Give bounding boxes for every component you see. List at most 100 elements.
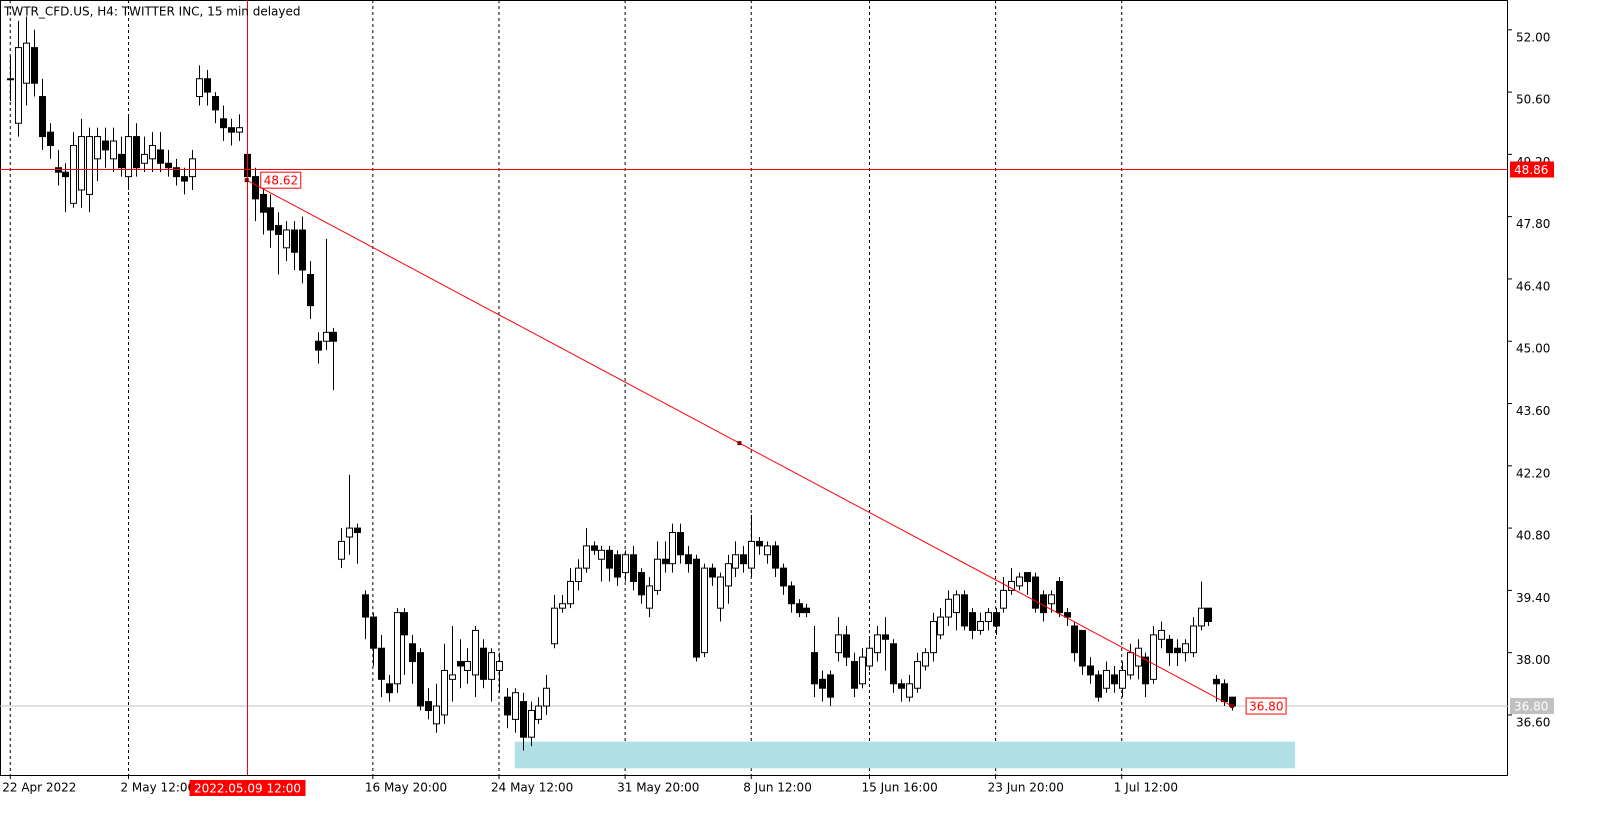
candle-body bbox=[709, 567, 716, 578]
candle-body bbox=[851, 661, 858, 689]
candle-body bbox=[307, 273, 314, 307]
candle-body bbox=[189, 158, 196, 178]
candle-body bbox=[1111, 674, 1118, 685]
candle-body bbox=[204, 78, 211, 93]
candle-body bbox=[1190, 625, 1197, 654]
candle-body bbox=[1016, 576, 1023, 587]
candle-body bbox=[598, 549, 605, 560]
candle-body bbox=[394, 612, 401, 685]
y-tick-label: 52.00 bbox=[1516, 30, 1550, 44]
candle-body bbox=[819, 678, 826, 689]
candle-body bbox=[520, 701, 527, 738]
candle-body bbox=[1071, 625, 1078, 654]
last-price-label-box bbox=[1510, 698, 1554, 715]
candle-body bbox=[1103, 669, 1110, 689]
candle-body bbox=[165, 162, 172, 169]
candle-body bbox=[677, 532, 684, 556]
trend-handle bbox=[244, 178, 249, 183]
chart-title: TWTR_CFD.US, H4: TWITTER INC, 15 min del… bbox=[3, 5, 301, 19]
candle-body bbox=[882, 634, 889, 640]
y-tick-label: 46.40 bbox=[1516, 279, 1550, 293]
candle-body bbox=[449, 674, 456, 680]
candle-body bbox=[591, 545, 598, 551]
candle-body bbox=[354, 527, 361, 534]
candle-body bbox=[1213, 678, 1220, 685]
candle-body bbox=[969, 612, 976, 631]
candle-body bbox=[362, 594, 369, 618]
candle-body bbox=[945, 598, 952, 618]
candle-body bbox=[827, 674, 834, 698]
trend-label-box bbox=[1245, 697, 1287, 715]
candle-body bbox=[898, 683, 905, 689]
candle-body bbox=[23, 42, 30, 84]
candle-body bbox=[985, 612, 992, 623]
candle-body bbox=[228, 127, 235, 133]
candle-body bbox=[488, 652, 495, 680]
candle-body bbox=[906, 683, 913, 698]
candle-body bbox=[725, 563, 732, 587]
candle-body bbox=[890, 643, 897, 685]
candle-body bbox=[662, 558, 669, 565]
candle-body bbox=[181, 176, 188, 182]
candle-body bbox=[866, 647, 873, 667]
candle-body bbox=[575, 567, 582, 582]
candle-body bbox=[732, 554, 739, 569]
candle-body bbox=[1182, 643, 1189, 654]
candle-body bbox=[1166, 638, 1173, 654]
candle-body bbox=[543, 687, 550, 707]
y-tick-label: 45.00 bbox=[1516, 342, 1550, 356]
candle-body bbox=[78, 136, 85, 191]
candle-body bbox=[1127, 652, 1134, 676]
candle-body bbox=[512, 692, 519, 720]
candle-body bbox=[796, 603, 803, 614]
candle-body bbox=[811, 652, 818, 685]
candle-body bbox=[646, 585, 653, 609]
candle-body bbox=[922, 652, 929, 667]
candle-body bbox=[70, 144, 77, 204]
candle-body bbox=[701, 567, 708, 654]
candle-body bbox=[1174, 647, 1181, 654]
candle-body bbox=[1095, 674, 1102, 698]
candle-body bbox=[669, 532, 676, 565]
candle-body bbox=[212, 96, 219, 111]
candle-body bbox=[346, 527, 353, 538]
candle-body bbox=[196, 78, 203, 98]
x-tick-label: 23 Jun 20:00 bbox=[988, 781, 1064, 795]
candle-body bbox=[1056, 580, 1063, 614]
candle-body bbox=[622, 554, 629, 574]
y-tick-label: 42.20 bbox=[1516, 466, 1550, 480]
candle-body bbox=[859, 656, 866, 685]
candle-body bbox=[315, 340, 322, 351]
candle-body bbox=[638, 572, 645, 596]
candle-body bbox=[15, 47, 22, 124]
candle-body bbox=[157, 149, 164, 164]
x-tick-label: 8 Jun 12:00 bbox=[743, 781, 812, 795]
candle-body bbox=[1135, 647, 1142, 667]
candle-body bbox=[323, 331, 330, 342]
last-price-label: 36.80 bbox=[1514, 700, 1548, 714]
hline-label-box bbox=[1510, 161, 1554, 178]
x-tick-label: 22 Apr 2022 bbox=[2, 781, 76, 795]
candle-body bbox=[149, 144, 156, 160]
candle-body bbox=[528, 709, 535, 738]
candle-body bbox=[496, 661, 503, 671]
y-tick-label: 40.80 bbox=[1516, 529, 1550, 543]
candle-body bbox=[417, 652, 424, 707]
candle-body bbox=[291, 229, 298, 253]
candle-body bbox=[1032, 576, 1039, 609]
candle-body bbox=[275, 225, 282, 235]
candle-body bbox=[1198, 607, 1205, 627]
candle-body bbox=[386, 683, 393, 694]
candle-body bbox=[583, 545, 590, 569]
candle-body bbox=[7, 78, 14, 81]
candle-body bbox=[110, 140, 117, 160]
candle-body bbox=[378, 647, 385, 680]
candle-body bbox=[1150, 634, 1157, 680]
candle-body bbox=[47, 131, 54, 146]
x-tick-label: 24 May 12:00 bbox=[491, 781, 573, 795]
candle-body bbox=[338, 540, 345, 560]
candle-body bbox=[559, 603, 566, 609]
candle-body bbox=[1205, 607, 1212, 623]
candle-body bbox=[504, 696, 511, 716]
hline-label: 48.86 bbox=[1514, 163, 1548, 177]
